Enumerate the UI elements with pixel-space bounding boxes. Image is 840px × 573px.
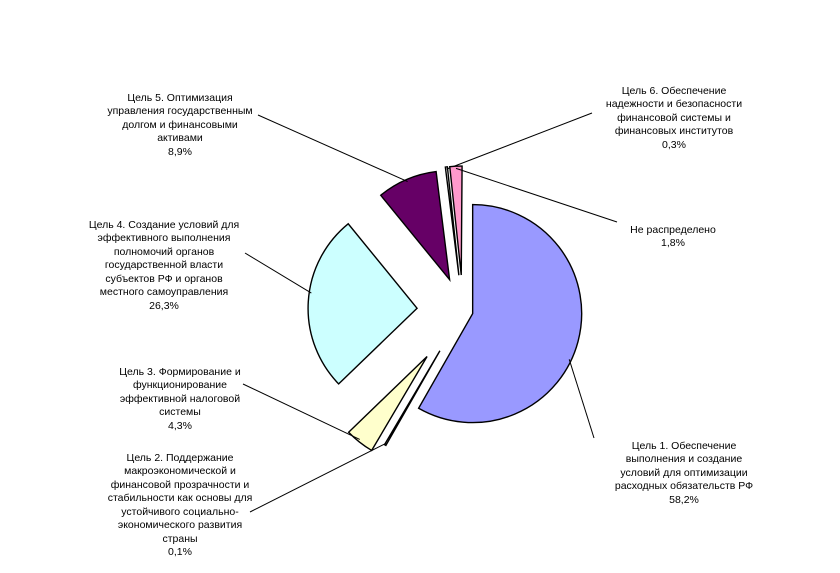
pie-slice-6 (444, 166, 460, 276)
slice-label-goal-2: Цель 2. Поддержание макроэкономической и… (107, 451, 253, 559)
leader-line-6 (446, 112, 593, 170)
slice-label-unallocated: Не распределено 1,8% (630, 223, 716, 250)
leader-line-1 (568, 359, 595, 439)
pie-slice-3 (347, 356, 428, 452)
pie-slice-5 (379, 170, 451, 283)
pie-slice-2 (383, 350, 441, 447)
leader-line-3 (242, 383, 360, 440)
leader-line-5 (257, 114, 408, 182)
slice-label-goal-6: Цель 6. Обеспечение надежности и безопас… (605, 84, 743, 151)
leader-line-2 (249, 442, 387, 513)
pie-slice-1 (417, 203, 583, 424)
slice-label-goal-4: Цель 4. Создание условий для эффективног… (88, 218, 240, 312)
pie-slice-7 (448, 165, 463, 276)
slice-label-goal-5: Цель 5. Оптимизация управления государст… (107, 91, 253, 158)
leader-line-7 (455, 167, 618, 223)
leader-line-4 (244, 252, 312, 294)
slice-label-goal-1: Цель 1. Обеспечение выполнения и создани… (614, 439, 754, 506)
pie-slice-4 (307, 222, 419, 385)
slice-label-goal-3: Цель 3. Формирование и функционирование … (119, 365, 241, 432)
